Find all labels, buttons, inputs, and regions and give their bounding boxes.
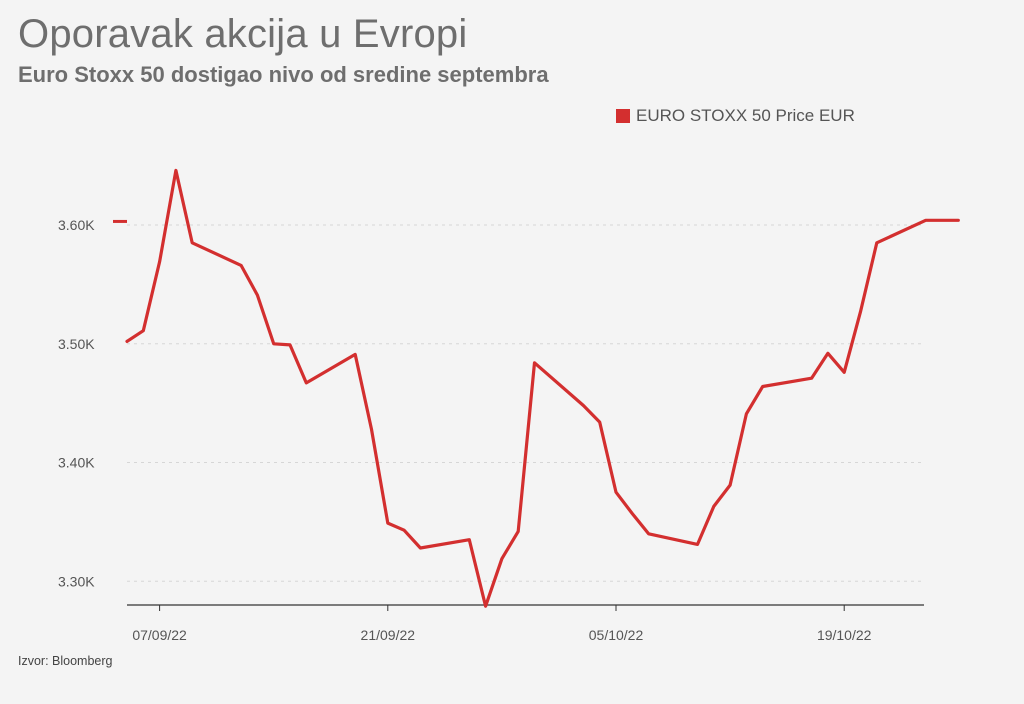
chart-subtitle: Euro Stoxx 50 dostigao nivo od sredine s… (18, 62, 549, 87)
x-tick-label: 07/09/22 (132, 627, 187, 643)
legend: EURO STOXX 50 Price EUR (616, 106, 855, 126)
y-tick-label: 3.30K (58, 573, 95, 589)
y-tick-label: 3.60K (58, 217, 95, 233)
x-tick-label: 05/10/22 (589, 627, 644, 643)
chart-title: Oporavak akcija u Evropi (18, 12, 468, 56)
y-axis: 3.30K 3.40K 3.50K 3.60K (58, 217, 127, 589)
series-line (125, 168, 960, 608)
legend-label: EURO STOXX 50 Price EUR (636, 106, 855, 125)
y-tick-label: 3.50K (58, 336, 95, 352)
source-note: Izvor: Bloomberg (18, 654, 113, 668)
x-axis: 07/09/22 21/09/22 05/10/22 19/10/22 (127, 604, 924, 643)
series-layer (125, 168, 960, 608)
legend-swatch (616, 109, 630, 123)
x-tick-label: 21/09/22 (361, 627, 416, 643)
x-tick-label: 19/10/22 (817, 627, 872, 643)
y-tick-label: 3.40K (58, 455, 95, 471)
